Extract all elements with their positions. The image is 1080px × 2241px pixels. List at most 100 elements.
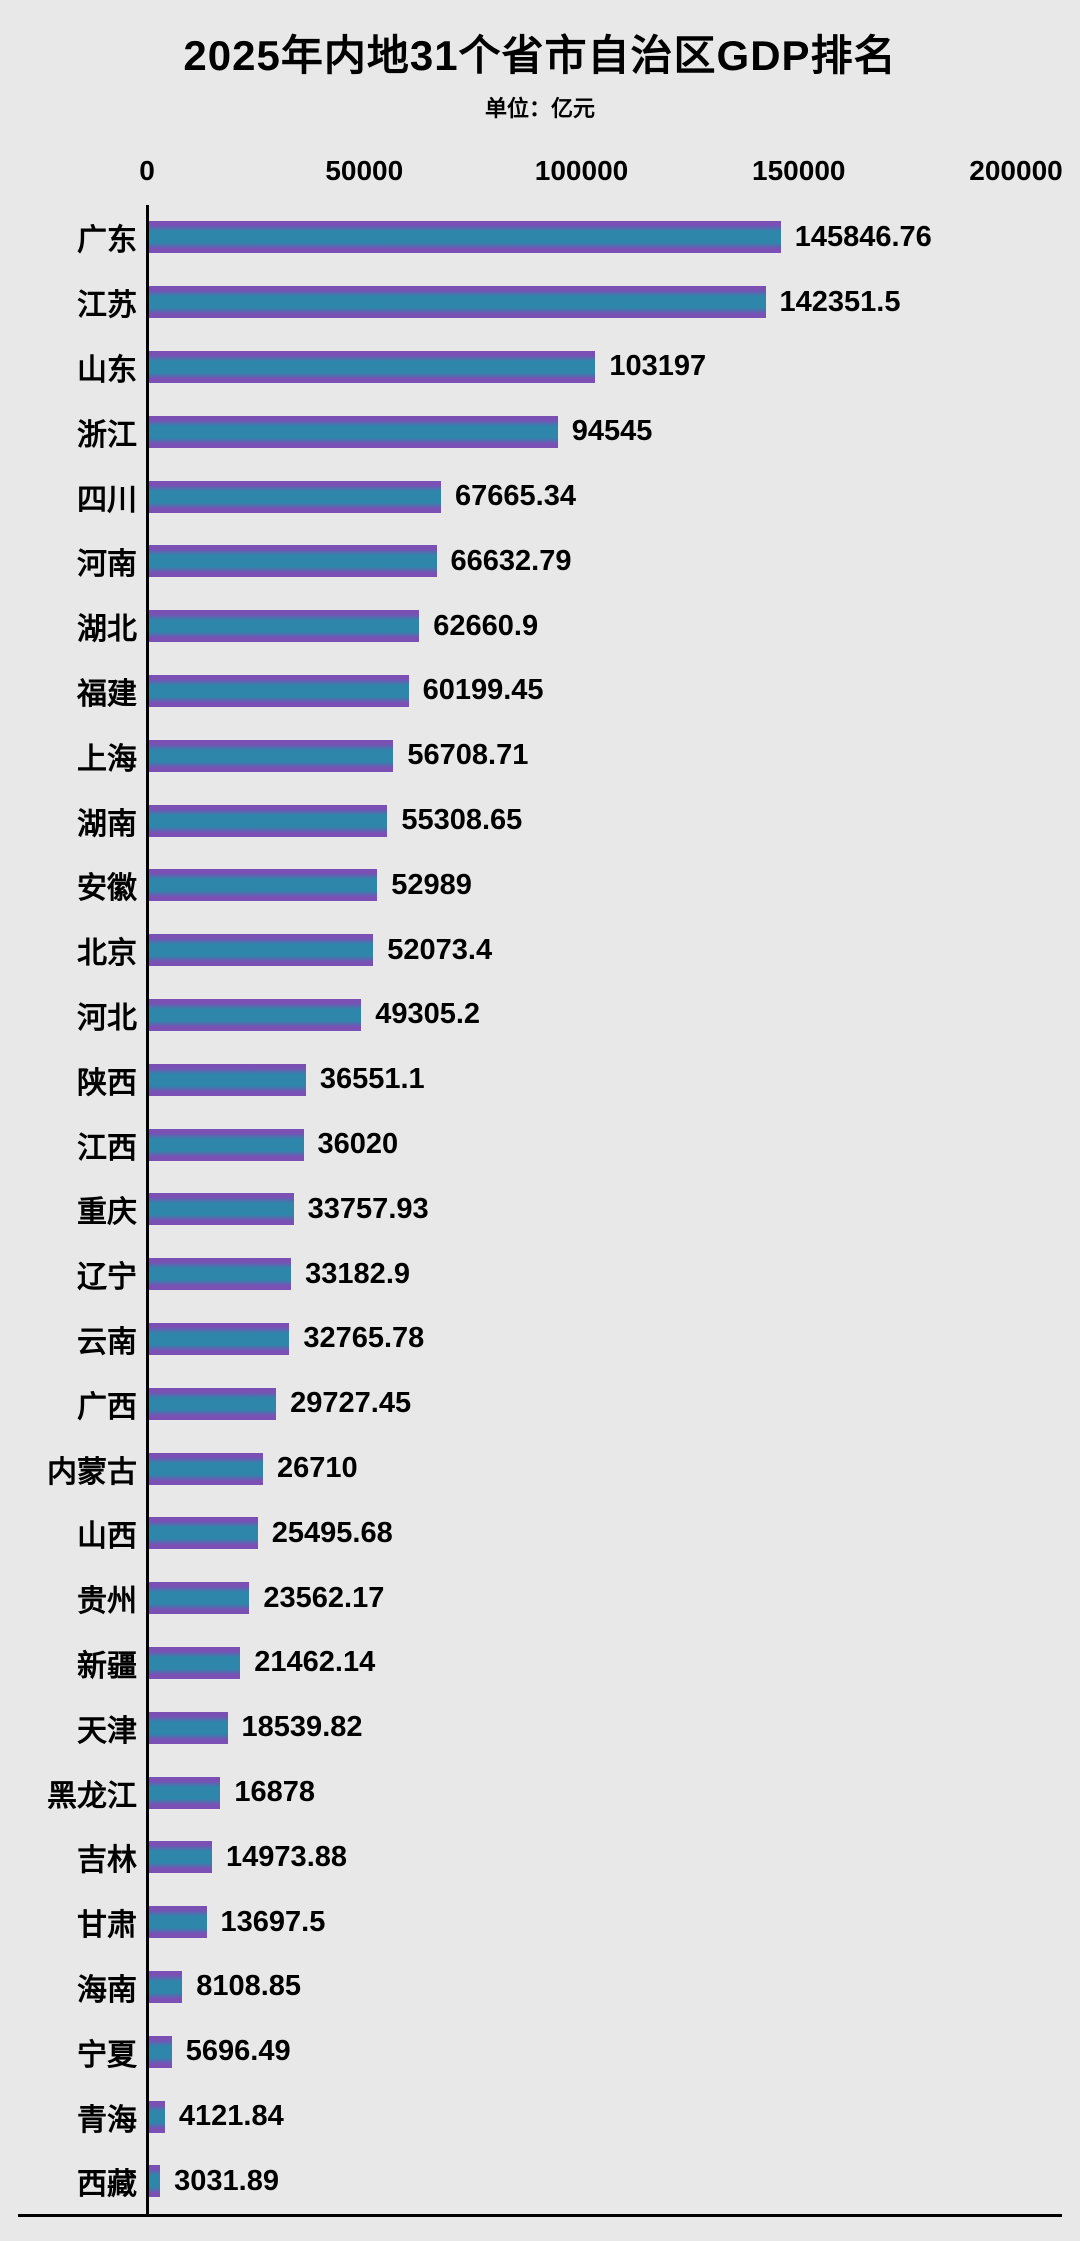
bar	[147, 221, 781, 254]
chart-row: 新疆 21462.14	[0, 1631, 1080, 1696]
bar	[147, 1322, 290, 1355]
chart-row: 黑龙江 16878	[0, 1760, 1080, 1825]
category-label: 黑龙江	[47, 1779, 137, 1813]
chart-row: 江西 36020	[0, 1112, 1080, 1177]
category-label: 新疆	[77, 1649, 137, 1683]
x-axis-ticks: 0 50000 100000 150000 200000	[0, 151, 1080, 205]
x-tick-label: 50000	[325, 155, 404, 186]
category-label: 江苏	[77, 289, 137, 323]
value-label: 23562.17	[263, 1581, 385, 1614]
bar	[147, 1582, 250, 1615]
category-label: 云南	[77, 1325, 137, 1359]
x-tick-label: 100000	[534, 155, 629, 186]
bar	[147, 1128, 304, 1161]
value-label: 62660.9	[433, 609, 539, 642]
category-label: 河北	[77, 1001, 137, 1035]
x-tick-label: 150000	[752, 155, 846, 186]
category-label: 西藏	[77, 2168, 137, 2202]
value-label: 25495.68	[271, 1516, 393, 1549]
chart-row: 江苏 142351.5	[0, 270, 1080, 335]
chart-row: 山东 103197	[0, 335, 1080, 400]
value-label: 14973.88	[226, 1840, 348, 1873]
value-label: 21462.14	[254, 1646, 376, 1679]
bar	[147, 1258, 292, 1291]
bar	[147, 739, 394, 772]
bar	[147, 286, 766, 319]
value-label: 60199.45	[422, 674, 544, 707]
value-label: 5696.49	[185, 2035, 291, 2068]
category-label: 河南	[77, 548, 137, 582]
category-label: 湖北	[77, 613, 137, 647]
bar	[147, 2100, 165, 2133]
value-label: 36551.1	[319, 1063, 425, 1096]
bar	[147, 480, 441, 513]
category-label: 广西	[77, 1390, 137, 1424]
bar	[147, 610, 420, 643]
chart-row: 陕西 36551.1	[0, 1047, 1080, 1112]
bar	[147, 1646, 241, 1679]
chart-row: 河南 66632.79	[0, 529, 1080, 594]
category-label: 福建	[77, 677, 137, 711]
value-label: 4121.84	[178, 2100, 284, 2132]
chart-title: 2025年内地31个省市自治区GDP排名	[183, 32, 897, 79]
value-label: 94545	[571, 415, 653, 448]
value-label: 29727.45	[290, 1387, 412, 1420]
value-label: 145846.76	[794, 220, 932, 253]
chart-row: 内蒙古 26710	[0, 1436, 1080, 1501]
chart-row: 湖南 55308.65	[0, 788, 1080, 853]
chart-row: 海南 8108.85	[0, 1955, 1080, 2020]
bar	[147, 1906, 207, 1939]
value-label: 18539.82	[241, 1711, 363, 1744]
bar	[147, 350, 596, 383]
bar	[147, 1970, 183, 2003]
category-label: 海南	[77, 1973, 137, 2007]
chart-row: 湖北 62660.9	[0, 594, 1080, 659]
chart-row: 西藏 3031.89	[0, 2149, 1080, 2214]
value-label: 55308.65	[401, 804, 523, 837]
x-tick-label: 200000	[969, 155, 1063, 186]
category-label: 宁夏	[77, 2038, 137, 2072]
value-label: 56708.71	[407, 739, 529, 772]
chart-row: 北京 52073.4	[0, 918, 1080, 983]
category-label: 湖南	[77, 807, 137, 841]
category-label: 安徽	[77, 872, 137, 906]
value-label: 26710	[277, 1452, 358, 1485]
bar	[147, 1711, 228, 1744]
x-tick-label: 0	[139, 155, 155, 186]
category-label: 陕西	[77, 1066, 137, 1100]
bars-container: 广东 145846.76 江苏 142351.5 山东 103197 浙江 94545 四川 67…	[0, 205, 1080, 2214]
chart-row: 辽宁 33182.9	[0, 1242, 1080, 1307]
category-label: 青海	[77, 2103, 137, 2137]
chart-row: 广西 29727.45	[0, 1371, 1080, 1436]
value-label: 32765.78	[303, 1322, 425, 1355]
category-label: 北京	[77, 937, 137, 971]
value-label: 36020	[317, 1128, 399, 1161]
chart-row: 天津 18539.82	[0, 1695, 1080, 1760]
chart-row: 四川 67665.34	[0, 464, 1080, 529]
value-label: 16878	[234, 1776, 315, 1809]
value-label: 103197	[609, 350, 707, 383]
value-label: 49305.2	[375, 998, 481, 1031]
category-label: 吉林	[77, 1844, 137, 1878]
value-label: 8108.85	[196, 1970, 302, 2003]
chart-subtitle: 单位：亿元	[484, 96, 595, 121]
value-label: 142351.5	[779, 285, 901, 318]
chart-row: 重庆 33757.93	[0, 1177, 1080, 1242]
chart-row: 贵州 23562.17	[0, 1566, 1080, 1631]
bar	[147, 869, 378, 902]
bar	[147, 1193, 294, 1226]
chart-row: 福建 60199.45	[0, 659, 1080, 724]
chart-row: 广东 145846.76	[0, 205, 1080, 270]
category-label: 浙江	[77, 418, 137, 452]
chart-row: 山西 25495.68	[0, 1501, 1080, 1566]
category-label: 山西	[77, 1520, 137, 1554]
category-label: 甘肃	[77, 1909, 137, 1943]
value-label: 66632.79	[450, 544, 572, 577]
bar	[147, 1517, 258, 1550]
y-axis-line	[146, 205, 149, 2217]
bar	[147, 545, 437, 578]
category-label: 辽宁	[77, 1261, 137, 1295]
bar	[147, 1776, 221, 1809]
bar	[147, 804, 388, 837]
